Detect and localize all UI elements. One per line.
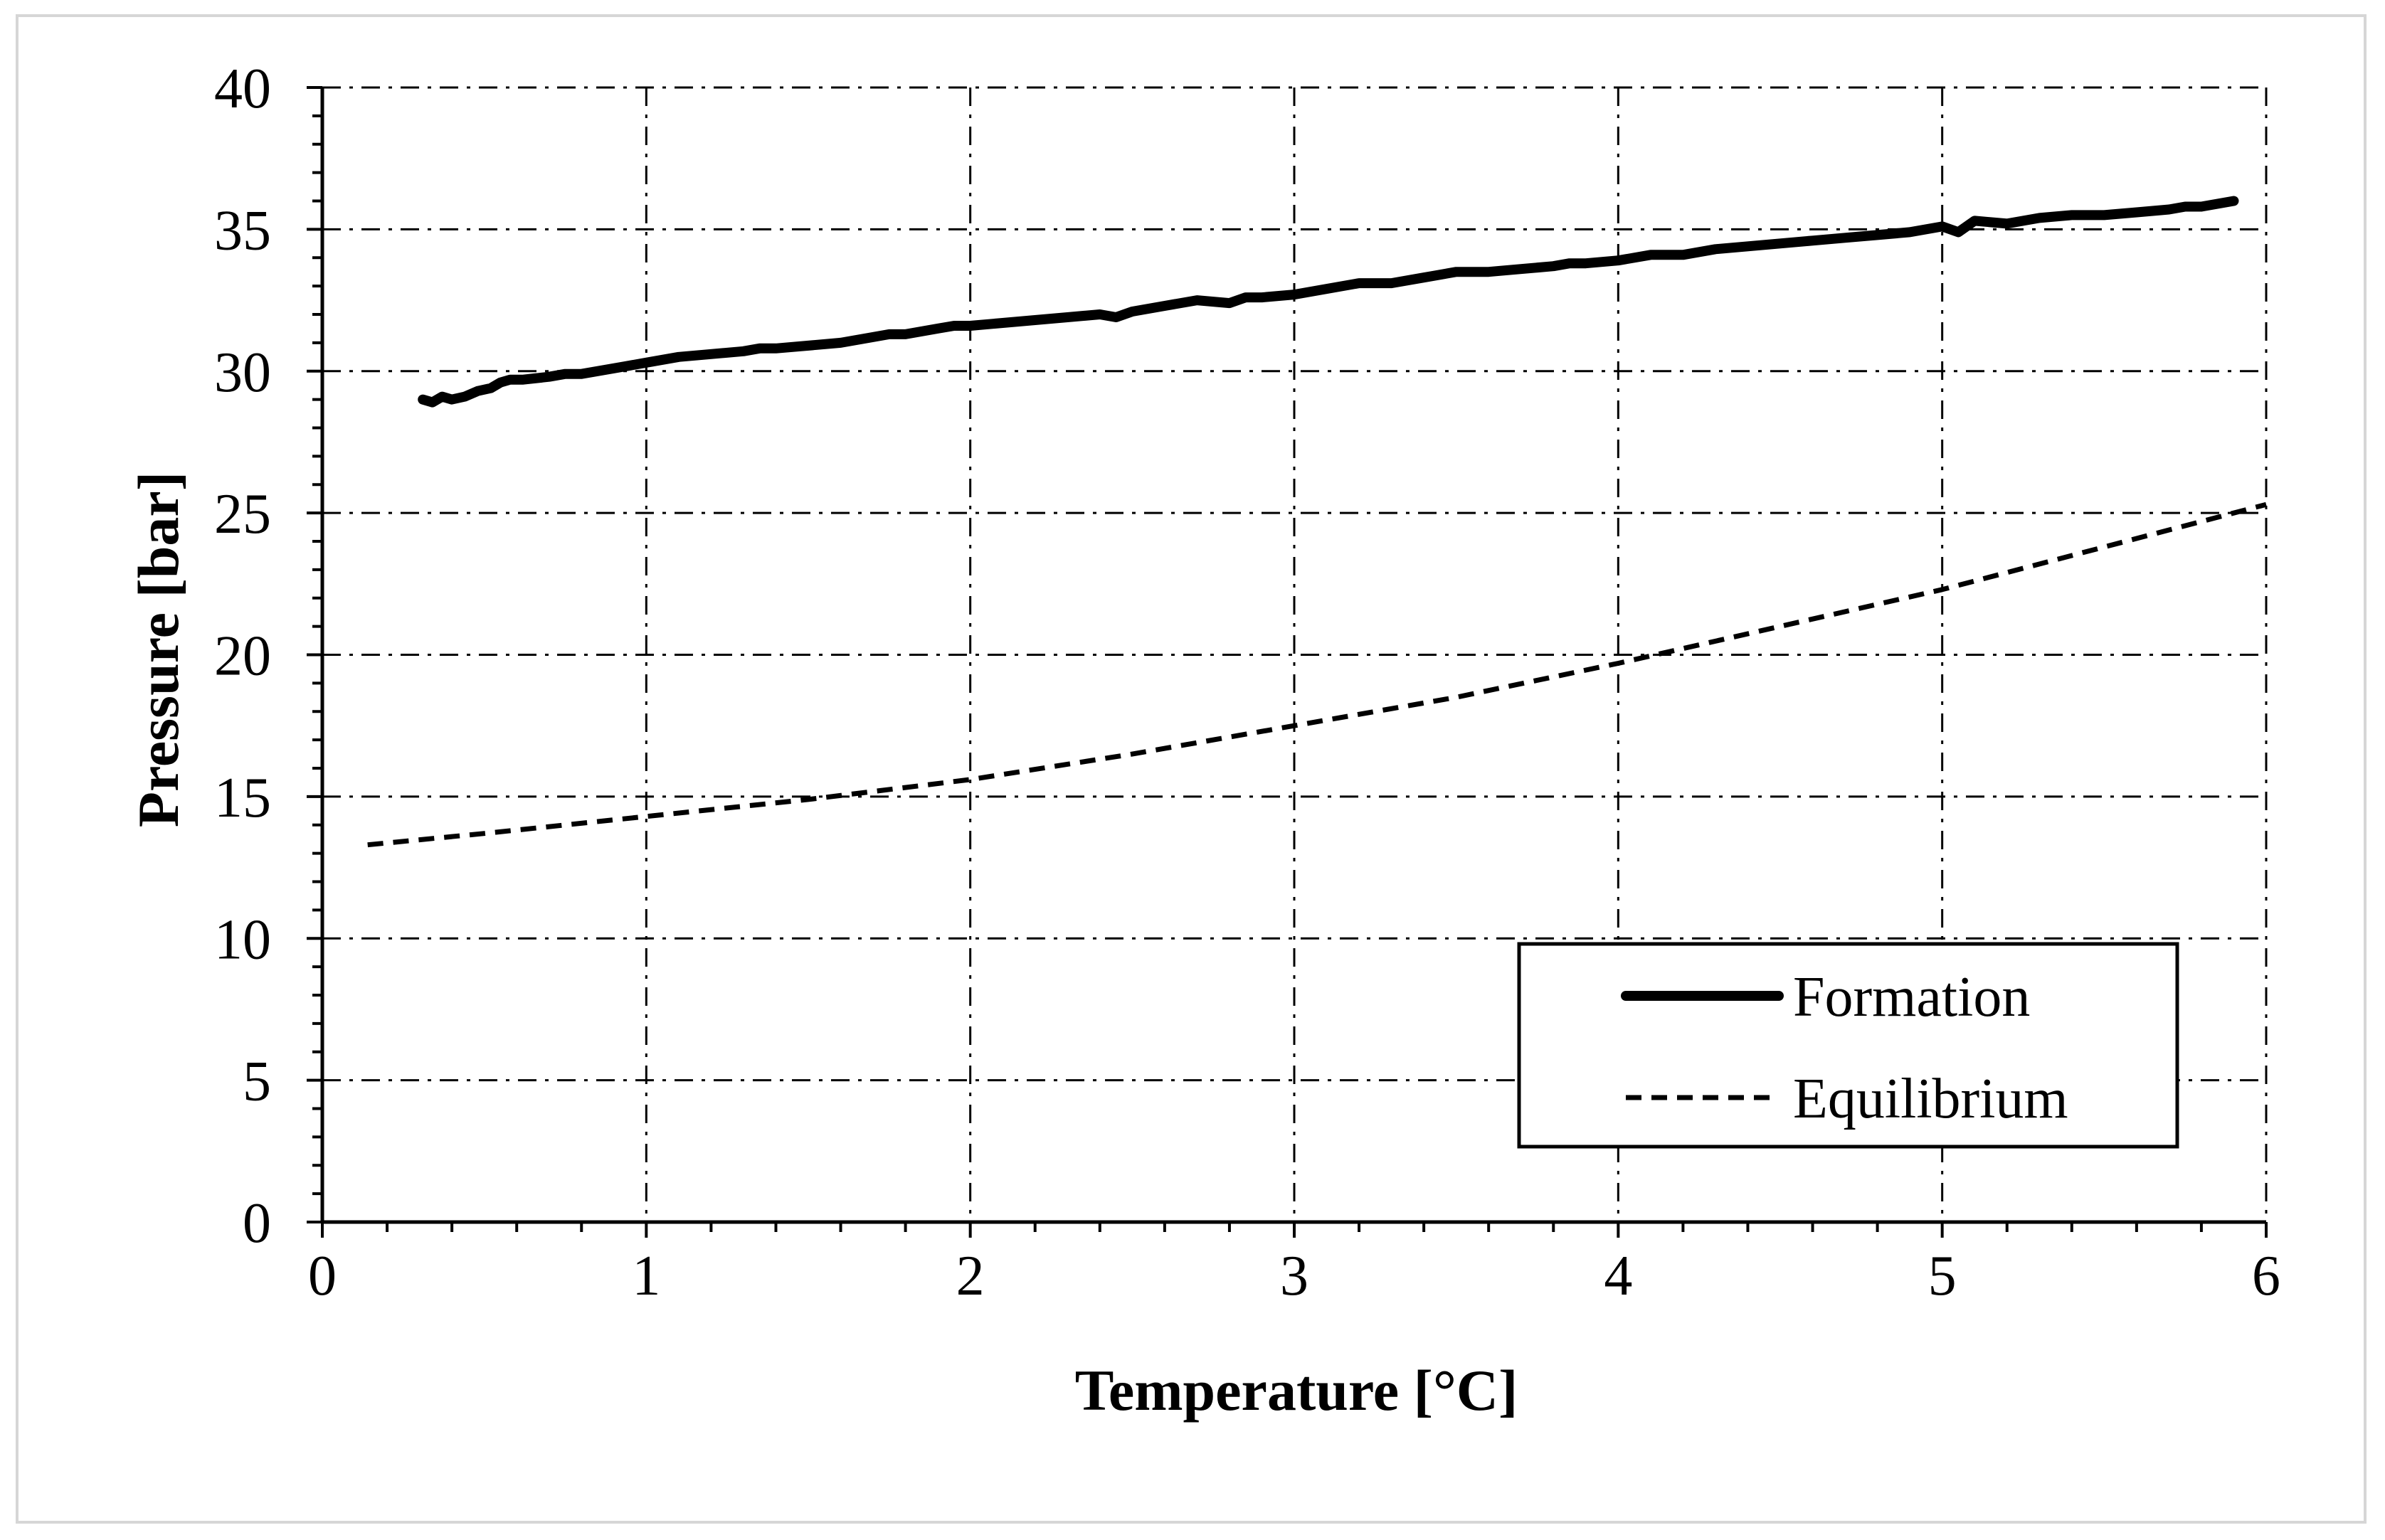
x-tick-label-5: 5 [1928,1245,1957,1307]
y-tick-label-8: 40 [214,58,271,120]
x-axis-title: Temperature [°C] [1075,1358,1518,1423]
series-line-equilibrium [367,501,2267,848]
series-layer [367,196,2267,848]
x-tick-label-4: 4 [1604,1245,1632,1307]
x-tick-label-6: 6 [2252,1245,2280,1307]
y-tick-label-2: 10 [214,908,271,971]
x-tick-label-0: 0 [308,1245,337,1307]
figure-frame [16,14,2367,1524]
legend-box [1517,942,2179,1149]
y-tick-label-3: 15 [214,767,271,829]
y-tick-label-4: 20 [214,625,271,688]
y-tick-label-7: 35 [214,199,271,262]
legend-label-formation: Formation [1793,966,2030,1029]
x-tick-label-1: 1 [632,1245,660,1307]
x-tick-label-2: 2 [956,1245,985,1307]
y-tick-label-5: 25 [214,483,271,546]
series-line-formation [418,196,2239,408]
axes-layer [307,86,2268,1238]
labels-layer: Temperature [°C] Pressure [bar] 0 1 2 3 4 5 6 0… [126,58,2280,1423]
x-tick-label-3: 3 [1280,1245,1308,1307]
y-tick-label-1: 5 [243,1051,271,1113]
y-tick-label-0: 0 [243,1192,271,1255]
legend: Formation Equilibrium [1517,942,2179,1149]
y-tick-label-6: 30 [214,341,271,404]
legend-label-equilibrium: Equilibrium [1793,1068,2068,1130]
y-axis-title: Pressure [bar] [126,472,191,827]
